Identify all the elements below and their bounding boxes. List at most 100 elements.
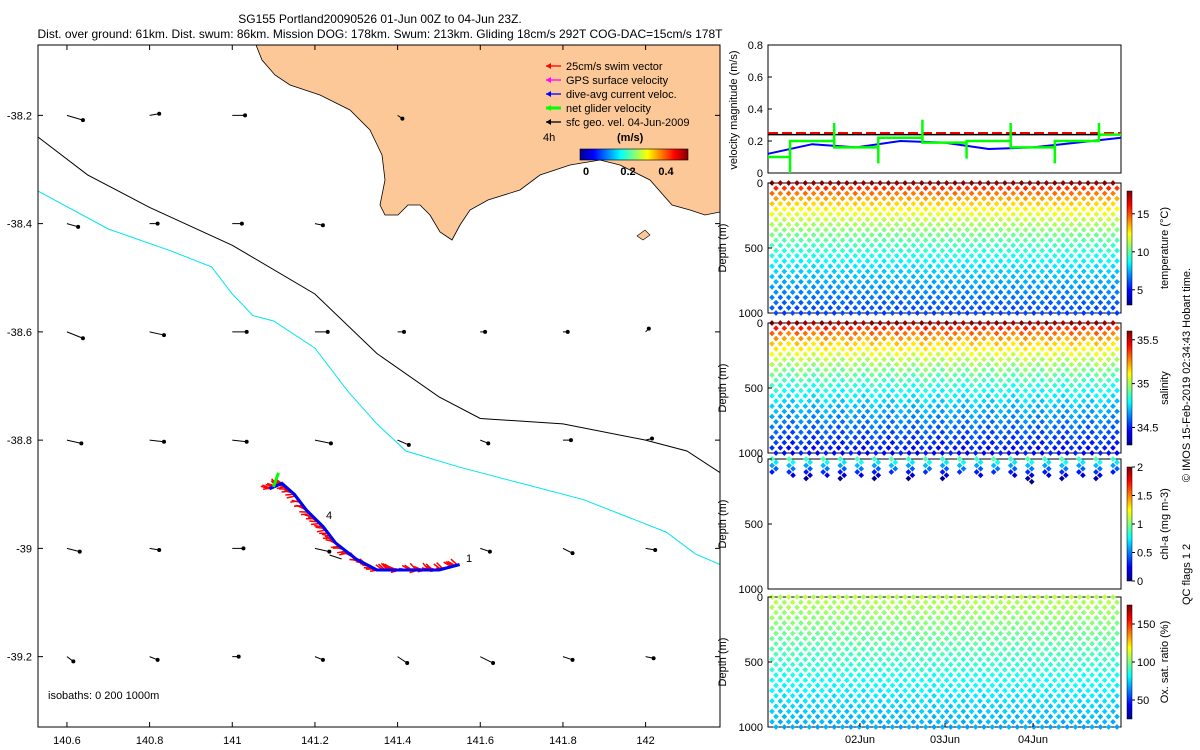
temperature-sample xyxy=(1055,226,1062,233)
temperature-sample xyxy=(789,258,796,264)
salinity-sample xyxy=(902,351,908,358)
temperature-sample xyxy=(968,232,975,238)
salinity-sample xyxy=(1002,330,1008,337)
temperature-sample xyxy=(927,190,933,197)
salinity-sample xyxy=(956,325,962,332)
temperature-sample xyxy=(927,263,933,270)
temperature-sample xyxy=(960,273,967,280)
salinity-sample xyxy=(823,335,829,342)
temperature-sample xyxy=(852,304,858,311)
temperature-sample xyxy=(794,232,800,238)
temperature-sample xyxy=(1035,211,1041,218)
temperature-sample xyxy=(1076,200,1083,207)
temperature-sample xyxy=(972,299,979,306)
temperature-sample xyxy=(981,216,987,223)
temperature-sample xyxy=(868,190,875,197)
salinity-sample xyxy=(781,377,788,384)
salinity-ylabel: Depth (m) xyxy=(717,364,729,413)
salinity-sample xyxy=(810,434,817,441)
salinity-sample xyxy=(902,424,908,430)
salinity-sample xyxy=(997,418,1004,425)
salinity-sample xyxy=(939,398,946,404)
salinity-sample xyxy=(810,330,817,337)
temperature-sample xyxy=(852,180,858,186)
salinity-sample xyxy=(997,335,1004,342)
salinity-sample xyxy=(918,392,925,399)
temperature-sample xyxy=(848,185,854,192)
salinity-sample xyxy=(777,392,784,399)
salinity-sample xyxy=(910,382,917,389)
temperature-sample xyxy=(935,242,942,249)
salinity-sample xyxy=(798,377,804,384)
salinity-sample xyxy=(952,424,958,430)
temperature-sample xyxy=(877,273,883,280)
temperature-sample xyxy=(985,242,992,249)
salinity-sample xyxy=(931,335,937,342)
salinity-sample xyxy=(860,351,867,358)
temperature-sample xyxy=(977,304,983,311)
salinity-sample xyxy=(939,335,946,342)
geo-vector xyxy=(66,439,82,444)
temperature-sample xyxy=(856,216,862,223)
salinity-sample xyxy=(964,387,971,394)
salinity-sample xyxy=(947,366,954,373)
temperature-sample xyxy=(781,206,788,212)
temperature-sample xyxy=(885,294,892,301)
salinity-sample xyxy=(889,418,896,425)
salinity-sample xyxy=(785,382,792,389)
salinity-sample xyxy=(931,398,937,404)
temperature-sample xyxy=(872,247,879,254)
temperature-sample xyxy=(1097,237,1104,244)
temperature-sample xyxy=(989,289,996,296)
colorbar-tick-0: 0 xyxy=(583,166,589,178)
temperature-sample xyxy=(864,237,871,244)
temperature-sample xyxy=(814,185,821,192)
salinity-sample xyxy=(893,320,900,326)
temperature-sample xyxy=(769,211,775,218)
temperature-sample xyxy=(1085,221,1091,228)
qc-flags-note: QC flags 1 2 xyxy=(1181,544,1193,605)
salinity-sample xyxy=(802,444,809,451)
temperature-sample xyxy=(893,211,900,218)
salinity-sample xyxy=(802,351,809,358)
temperature-sample xyxy=(781,195,788,202)
temperature-sample xyxy=(819,211,825,218)
salinity-sample xyxy=(964,429,971,436)
salinity-sample xyxy=(794,434,800,441)
temperature-sample xyxy=(773,278,779,285)
temperature-sample xyxy=(1018,242,1025,249)
salinity-sample xyxy=(777,403,784,410)
temperature-sample xyxy=(860,211,867,218)
temperature-sample xyxy=(1101,273,1108,280)
temperature-sample xyxy=(889,258,896,264)
temperature-sample xyxy=(931,195,937,202)
salinity-sample xyxy=(798,408,804,415)
salinity-sample xyxy=(773,408,779,415)
temperature-sample xyxy=(1018,190,1025,197)
temperature-sample xyxy=(902,304,908,311)
temperature-sample xyxy=(918,304,925,311)
salinity-sample xyxy=(931,356,937,363)
temperature-sample xyxy=(1114,258,1120,264)
temperature-sample xyxy=(794,252,800,259)
temperature-sample xyxy=(1097,299,1104,306)
temperature-sample xyxy=(1047,258,1054,264)
salinity-sample xyxy=(848,429,854,436)
temperature-sample xyxy=(1114,195,1120,202)
salinity-sample xyxy=(906,398,912,404)
salinity-sample xyxy=(922,356,929,363)
temperature-sample xyxy=(964,247,971,254)
geo-vector-head xyxy=(570,551,575,556)
salinity-sample xyxy=(893,351,900,358)
salinity-sample xyxy=(968,361,975,368)
salinity-sample xyxy=(814,429,821,436)
salinity-sample xyxy=(943,444,950,451)
salinity-sample xyxy=(860,361,867,368)
temperature-sample xyxy=(1043,294,1050,301)
salinity-sample xyxy=(823,346,829,352)
salinity-sample xyxy=(897,356,904,363)
salinity-sample xyxy=(773,366,779,373)
salinity-sample xyxy=(947,418,954,425)
temperature-sample xyxy=(1055,185,1062,192)
temperature-sample xyxy=(1105,206,1112,212)
